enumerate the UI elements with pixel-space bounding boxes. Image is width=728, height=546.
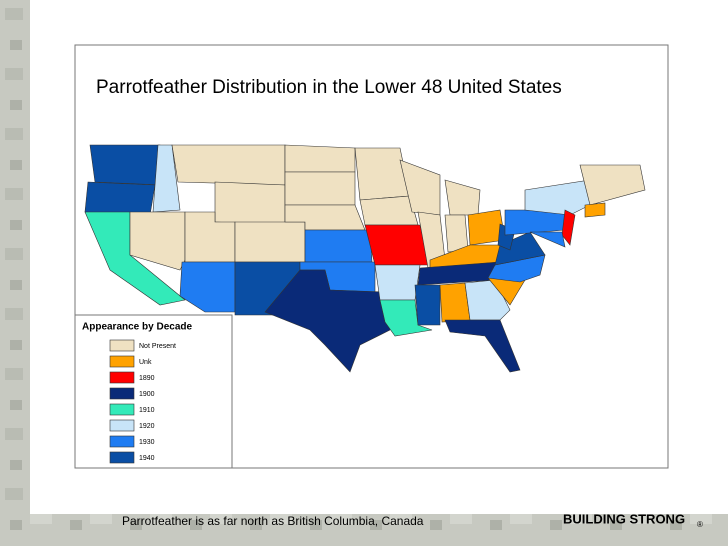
legend-label: Unk xyxy=(139,359,152,366)
legend-box xyxy=(74,314,233,469)
legend-swatch xyxy=(109,371,135,384)
map-title: Parrotfeather Distribution in the Lower … xyxy=(96,77,562,98)
legend-swatch xyxy=(109,451,135,464)
legend-label: 1940 xyxy=(139,455,155,462)
legend-swatch xyxy=(109,339,135,352)
us-map xyxy=(84,144,646,373)
legend-title: Appearance by Decade xyxy=(82,322,192,333)
brand-mark: ® xyxy=(697,520,703,529)
legend-swatch xyxy=(109,419,135,432)
legend-label: 1890 xyxy=(139,375,155,382)
legend-items: Not Present Unk 1890 1900 1910 1920 1930 1940 xyxy=(109,339,176,464)
caption: Parrotfeather is as far north as British… xyxy=(122,514,424,528)
legend-label: 1920 xyxy=(139,423,155,430)
legend-label: 1900 xyxy=(139,391,155,398)
brand: BUILDING STRONG xyxy=(563,511,685,526)
legend-swatch xyxy=(109,403,135,416)
legend-swatch xyxy=(109,355,135,368)
legend-swatch xyxy=(109,387,135,400)
legend-label: Not Present xyxy=(139,343,176,350)
legend-label: 1930 xyxy=(139,439,155,446)
legend-label: 1910 xyxy=(139,407,155,414)
legend-swatch xyxy=(109,435,135,448)
